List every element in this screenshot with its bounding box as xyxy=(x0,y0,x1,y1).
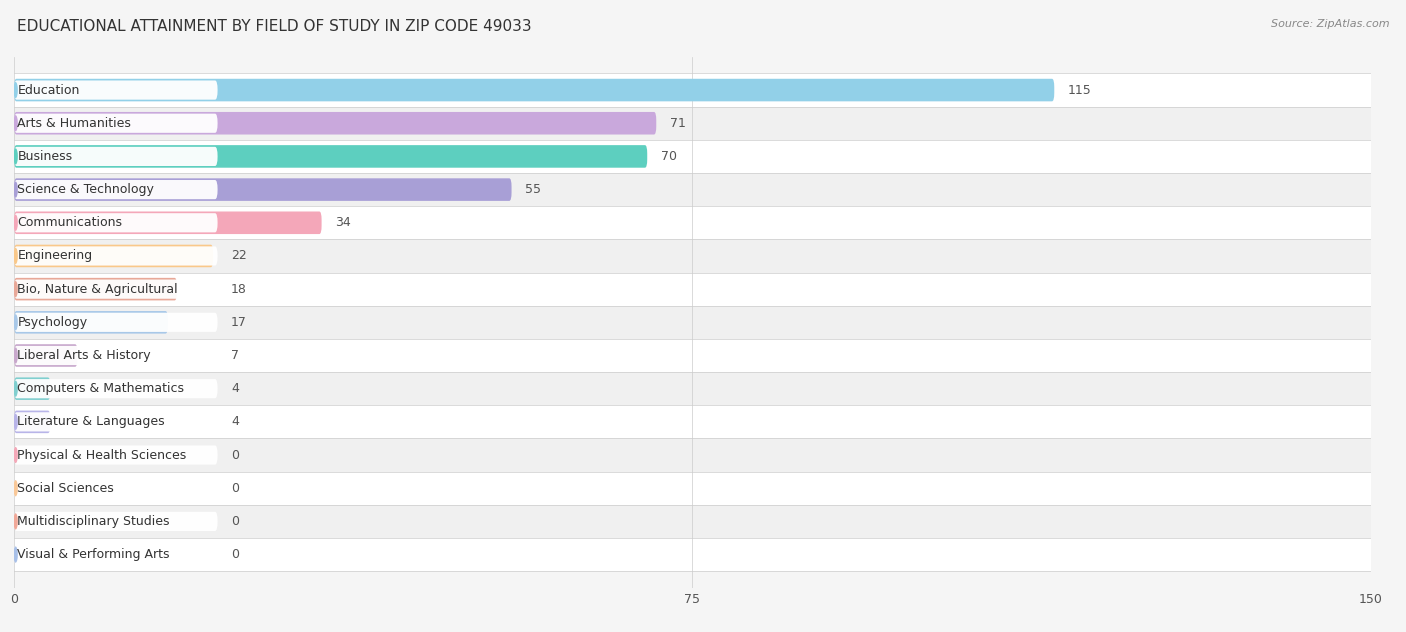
FancyBboxPatch shape xyxy=(14,545,218,564)
FancyBboxPatch shape xyxy=(14,80,218,100)
FancyBboxPatch shape xyxy=(14,246,218,265)
Text: 71: 71 xyxy=(669,117,686,130)
Text: 115: 115 xyxy=(1067,83,1091,97)
Text: Social Sciences: Social Sciences xyxy=(17,482,114,495)
Circle shape xyxy=(14,149,18,164)
FancyBboxPatch shape xyxy=(14,478,218,498)
Circle shape xyxy=(14,314,18,331)
Text: 34: 34 xyxy=(335,216,352,229)
Text: 0: 0 xyxy=(231,482,239,495)
Circle shape xyxy=(14,181,18,198)
FancyBboxPatch shape xyxy=(14,377,51,400)
Text: Arts & Humanities: Arts & Humanities xyxy=(17,117,131,130)
FancyBboxPatch shape xyxy=(14,505,1371,538)
Text: Multidisciplinary Studies: Multidisciplinary Studies xyxy=(17,515,170,528)
Text: 0: 0 xyxy=(231,548,239,561)
Circle shape xyxy=(14,547,18,562)
Text: Literature & Languages: Literature & Languages xyxy=(17,415,165,428)
Text: 22: 22 xyxy=(231,250,247,262)
Text: 4: 4 xyxy=(231,415,239,428)
FancyBboxPatch shape xyxy=(14,372,1371,405)
Text: Science & Technology: Science & Technology xyxy=(17,183,155,196)
FancyBboxPatch shape xyxy=(14,538,1371,571)
Text: Engineering: Engineering xyxy=(17,250,93,262)
Text: EDUCATIONAL ATTAINMENT BY FIELD OF STUDY IN ZIP CODE 49033: EDUCATIONAL ATTAINMENT BY FIELD OF STUDY… xyxy=(17,19,531,34)
FancyBboxPatch shape xyxy=(14,311,167,334)
FancyBboxPatch shape xyxy=(14,411,51,433)
Circle shape xyxy=(14,248,18,264)
Text: Source: ZipAtlas.com: Source: ZipAtlas.com xyxy=(1271,19,1389,29)
FancyBboxPatch shape xyxy=(14,412,218,432)
FancyBboxPatch shape xyxy=(14,173,1371,206)
Text: 18: 18 xyxy=(231,283,247,296)
Text: Liberal Arts & History: Liberal Arts & History xyxy=(17,349,150,362)
FancyBboxPatch shape xyxy=(14,180,218,199)
Text: Physical & Health Sciences: Physical & Health Sciences xyxy=(17,449,187,461)
Text: 0: 0 xyxy=(231,449,239,461)
Circle shape xyxy=(14,513,18,530)
FancyBboxPatch shape xyxy=(14,206,1371,240)
FancyBboxPatch shape xyxy=(14,107,1371,140)
Text: Computers & Mathematics: Computers & Mathematics xyxy=(17,382,184,395)
FancyBboxPatch shape xyxy=(14,140,1371,173)
Text: 0: 0 xyxy=(231,515,239,528)
FancyBboxPatch shape xyxy=(14,73,1371,107)
Circle shape xyxy=(14,215,18,231)
Text: 70: 70 xyxy=(661,150,676,163)
Text: 4: 4 xyxy=(231,382,239,395)
Circle shape xyxy=(14,447,18,463)
FancyBboxPatch shape xyxy=(14,112,657,135)
FancyBboxPatch shape xyxy=(14,512,218,531)
Circle shape xyxy=(14,348,18,363)
FancyBboxPatch shape xyxy=(14,278,177,300)
FancyBboxPatch shape xyxy=(14,313,218,332)
FancyBboxPatch shape xyxy=(14,339,1371,372)
FancyBboxPatch shape xyxy=(14,212,322,234)
FancyBboxPatch shape xyxy=(14,147,218,166)
Text: Visual & Performing Arts: Visual & Performing Arts xyxy=(17,548,170,561)
Circle shape xyxy=(14,115,18,131)
FancyBboxPatch shape xyxy=(14,272,1371,306)
FancyBboxPatch shape xyxy=(14,240,1371,272)
FancyBboxPatch shape xyxy=(14,439,1371,471)
FancyBboxPatch shape xyxy=(14,245,214,267)
Text: Psychology: Psychology xyxy=(17,316,87,329)
FancyBboxPatch shape xyxy=(14,145,647,167)
FancyBboxPatch shape xyxy=(14,346,218,365)
FancyBboxPatch shape xyxy=(14,344,77,367)
FancyBboxPatch shape xyxy=(14,379,218,398)
Text: Bio, Nature & Agricultural: Bio, Nature & Agricultural xyxy=(17,283,179,296)
Circle shape xyxy=(14,281,18,297)
FancyBboxPatch shape xyxy=(14,279,218,299)
FancyBboxPatch shape xyxy=(14,306,1371,339)
Circle shape xyxy=(14,414,18,430)
Circle shape xyxy=(14,82,18,98)
FancyBboxPatch shape xyxy=(14,405,1371,439)
Circle shape xyxy=(14,380,18,397)
FancyBboxPatch shape xyxy=(14,178,512,201)
Text: Communications: Communications xyxy=(17,216,122,229)
Text: 17: 17 xyxy=(231,316,247,329)
FancyBboxPatch shape xyxy=(14,471,1371,505)
Text: 55: 55 xyxy=(524,183,541,196)
Text: Education: Education xyxy=(17,83,80,97)
Circle shape xyxy=(14,480,18,496)
FancyBboxPatch shape xyxy=(14,446,218,465)
Text: Business: Business xyxy=(17,150,73,163)
FancyBboxPatch shape xyxy=(14,114,218,133)
FancyBboxPatch shape xyxy=(14,79,1054,101)
Text: 7: 7 xyxy=(231,349,239,362)
FancyBboxPatch shape xyxy=(14,213,218,233)
